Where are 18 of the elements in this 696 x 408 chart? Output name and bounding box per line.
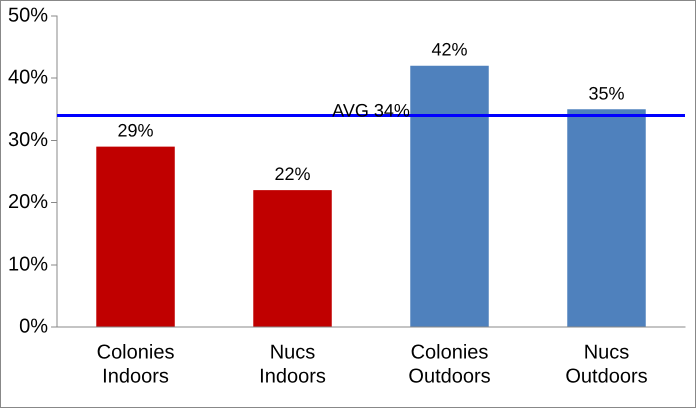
- y-tick-label: 10%: [8, 253, 48, 276]
- data-label: 29%: [118, 120, 154, 141]
- x-tick-label: Nucs Outdoors: [565, 342, 648, 388]
- bar: [410, 66, 489, 326]
- bar: [253, 190, 332, 326]
- data-label: 35%: [588, 83, 625, 104]
- y-tick-label: 50%: [8, 4, 48, 27]
- bar: [567, 109, 646, 326]
- x-tick-label: Colonies Indoors: [96, 342, 174, 388]
- y-tick-label: 40%: [8, 66, 48, 89]
- y-tick-label: 30%: [8, 128, 48, 151]
- x-tick-label: Colonies Outdoors: [408, 342, 491, 388]
- data-label: 22%: [274, 164, 311, 184]
- x-tick-label: Nucs Indoors: [259, 342, 326, 388]
- y-tick-label: 0%: [19, 316, 48, 338]
- bar: [96, 146, 175, 326]
- y-tick-label: 20%: [8, 191, 48, 214]
- data-label: 42%: [431, 40, 468, 60]
